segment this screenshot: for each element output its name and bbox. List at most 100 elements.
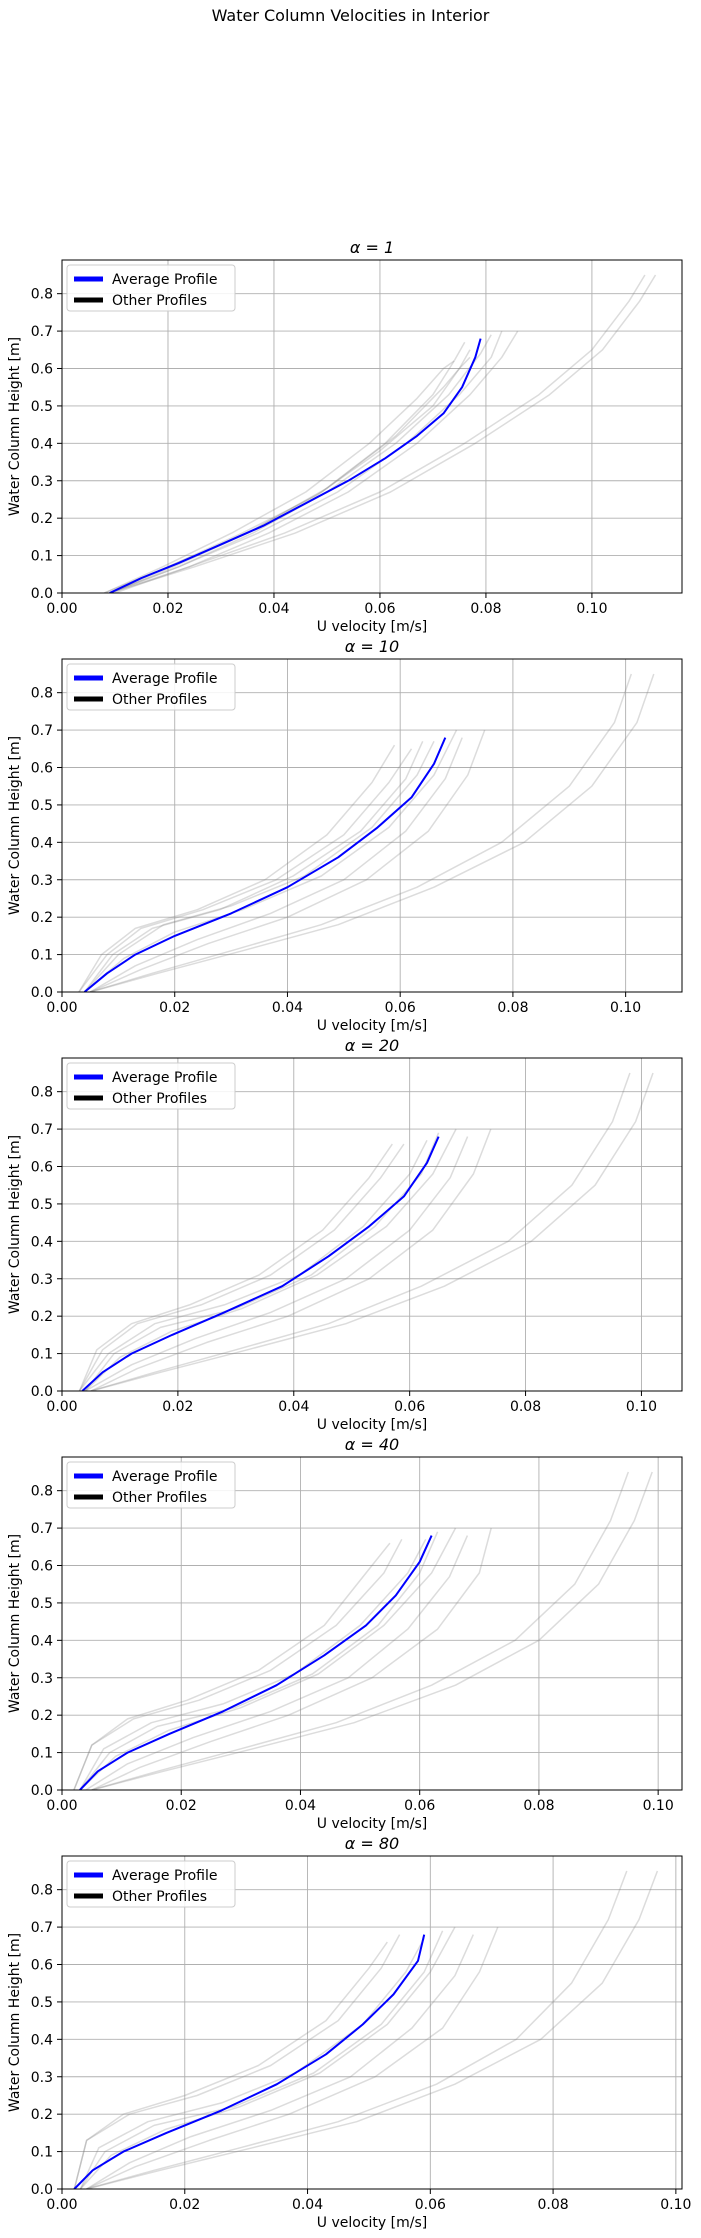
x-tick-label: 0.04	[278, 1399, 309, 1415]
other-profile-line-2	[78, 1139, 428, 1391]
y-tick-label: 0.4	[31, 436, 53, 452]
axes-frame	[61, 1057, 683, 1392]
legend-other-profiles-label: Other Profiles	[112, 293, 207, 309]
y-axis-label: Water Column Height [m]	[7, 736, 23, 915]
other-profile-line-8	[86, 1870, 628, 2189]
subplot-5: 0.00 0.02 0.04 0.06 0.08 0.10 0.0 0.1 0.2 0.3 0.4 0…	[7, 1834, 691, 2231]
other-profile-line-4	[86, 1934, 474, 2189]
other-profile-line-5	[90, 1128, 492, 1391]
other-profile-line-9	[90, 673, 655, 992]
other-profile-line-3	[84, 729, 458, 992]
legend-average-profile-label: Average Profile	[112, 671, 217, 687]
y-axis-label: Water Column Height [m]	[7, 1933, 23, 2112]
other-profile-line-5	[89, 729, 486, 992]
y-tick-label: 0.7	[31, 723, 53, 739]
average-profile-line	[73, 1934, 426, 2189]
other-profile-line-9	[90, 1072, 654, 1391]
y-tick-label: 0.8	[31, 1085, 53, 1101]
y-tick-label: 0.2	[31, 511, 53, 527]
x-axis-label: U velocity [m/s]	[317, 1018, 427, 1034]
plot-area	[62, 1457, 682, 1790]
y-tick-label: 0.0	[31, 2182, 53, 2198]
y-tick-label: 0.8	[31, 1883, 53, 1899]
other-profile-line-1	[73, 1934, 401, 2189]
y-tick-label: 0.1	[31, 948, 53, 964]
other-profile-line-5	[86, 1926, 499, 2189]
legend: Average Profile Other Profiles	[66, 1461, 236, 1509]
subplot-title: α = 1	[350, 238, 394, 257]
legend-box	[66, 1461, 236, 1509]
other-profile-line-2	[79, 1538, 427, 1790]
y-tick-label: 0.2	[31, 2107, 53, 2123]
legend: Average Profile Other Profiles	[66, 1860, 236, 1908]
y-tick-label: 0.1	[31, 2145, 53, 2161]
other-profile-line-7	[79, 1531, 439, 1790]
x-tick-label: 0.00	[46, 1399, 77, 1415]
other-profile-line-2	[83, 740, 435, 992]
subplot-title: α = 80	[345, 1834, 399, 1853]
x-tick-label: 0.08	[510, 1399, 541, 1415]
x-tick-label: 0.04	[292, 2197, 323, 2213]
other-profile-line-8	[91, 1471, 630, 1790]
other-profile-line-9	[86, 1870, 659, 2189]
y-axis-label: Water Column Height [m]	[7, 1135, 23, 1314]
legend: Average Profile Other Profiles	[66, 264, 236, 312]
x-tick-label: 0.02	[162, 1399, 193, 1415]
average-profile-line	[109, 338, 482, 593]
x-axis-label: U velocity [m/s]	[317, 1417, 427, 1433]
x-tick-label: 0.02	[152, 601, 183, 617]
x-tick-label: 0.02	[169, 2197, 200, 2213]
x-axis-label: U velocity [m/s]	[317, 1816, 427, 1832]
legend-box	[66, 1062, 236, 1110]
legend-other-profiles-label: Other Profiles	[112, 1889, 207, 1905]
other-profile-line-8	[109, 274, 646, 593]
x-tick-label: 0.00	[46, 1000, 77, 1016]
subplot-3: 0.00 0.02 0.04 0.06 0.08 0.10 0.0 0.1 0.2 0.3 0.4 0…	[7, 1036, 683, 1433]
axes-frame	[61, 658, 683, 993]
other-profile-line-1	[78, 1143, 405, 1391]
legend: Average Profile Other Profiles	[66, 1062, 236, 1110]
y-axis-label: Water Column Height [m]	[7, 337, 23, 516]
y-tick-label: 0.0	[31, 586, 53, 602]
y-tick-label: 0.0	[31, 1783, 53, 1799]
x-tick-label: 0.08	[470, 601, 501, 617]
other-profile-line-2	[79, 1937, 425, 2189]
y-tick-label: 0.8	[31, 287, 53, 303]
axes-frame	[61, 259, 683, 594]
axes-frame	[61, 1855, 683, 2190]
legend-average-profile-label: Average Profile	[112, 1070, 217, 1086]
legend-other-profiles-label: Other Profiles	[112, 692, 207, 708]
x-tick-label: 0.00	[46, 1798, 77, 1814]
x-tick-label: 0.02	[166, 1798, 197, 1814]
subplot-title: α = 10	[345, 637, 399, 656]
subplot-2: 0.00 0.02 0.04 0.06 0.08 0.10 0.0 0.1 0.2 0.3 0.4 0…	[7, 637, 683, 1034]
x-tick-label: 0.04	[272, 1000, 303, 1016]
x-tick-label: 0.10	[660, 2197, 691, 2213]
x-tick-label: 0.10	[643, 1798, 674, 1814]
y-tick-label: 0.6	[31, 362, 53, 378]
y-tick-label: 0.3	[31, 873, 53, 889]
other-profile-line-8	[89, 673, 633, 992]
x-tick-label: 0.00	[46, 601, 77, 617]
other-profile-line-7	[79, 1930, 444, 2189]
y-tick-label: 0.5	[31, 1995, 53, 2011]
plot-area	[62, 260, 682, 593]
y-tick-label: 0.7	[31, 1521, 53, 1537]
y-tick-label: 0.6	[31, 1958, 53, 1974]
y-tick-label: 0.7	[31, 1920, 53, 1936]
x-tick-label: 0.08	[497, 1000, 528, 1016]
y-tick-label: 0.3	[31, 474, 53, 490]
subplot-title: α = 20	[345, 1036, 399, 1055]
subplot-4: 0.00 0.02 0.04 0.06 0.08 0.10 0.0 0.1 0.2 0.3 0.4 0…	[7, 1435, 683, 1832]
x-tick-label: 0.04	[285, 1798, 316, 1814]
legend-average-profile-label: Average Profile	[112, 1469, 217, 1485]
y-tick-label: 0.1	[31, 1746, 53, 1762]
x-tick-label: 0.06	[415, 2197, 446, 2213]
subplot-title: α = 40	[345, 1435, 399, 1454]
x-axis-label: U velocity [m/s]	[317, 2215, 427, 2231]
legend-box	[66, 264, 236, 312]
average-profile-line	[79, 1535, 433, 1790]
x-tick-label: 0.08	[523, 1798, 554, 1814]
other-profile-line-6	[73, 1542, 391, 1790]
